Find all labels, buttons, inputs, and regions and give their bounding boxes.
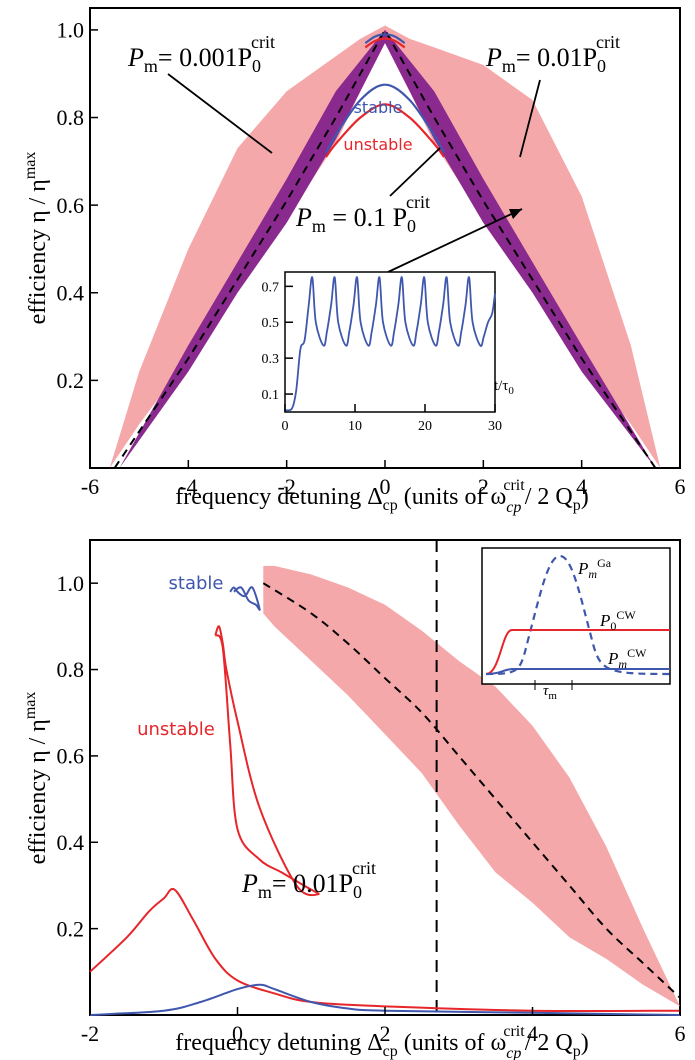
bottom-ytick-label: 0.8 (57, 657, 85, 682)
top-ytick-label: 0.4 (57, 280, 85, 305)
top-annotation-right-label: Pm= 0.01P0crit (485, 32, 620, 76)
top-xtick-label: -2 (278, 474, 296, 499)
top-ytick-label: 0.6 (57, 193, 85, 218)
top-y-axis-label: efficiency η / ηmax (22, 152, 51, 325)
top-xtick-label: 2 (478, 474, 489, 499)
top-annotation-right: Pm= 0.01P0crit (485, 32, 620, 158)
top-inset: 0 10 20 30 0.1 0.3 0.5 0.7 t/τ0 (262, 271, 514, 434)
bottom-label-stable: stable (169, 573, 224, 594)
bottom-label-unstable: unstable (137, 719, 215, 740)
top-annotation-left-label: Pm= 0.001P0crit (127, 32, 275, 76)
bottom-xtick-label: 0 (232, 1021, 243, 1046)
inset-legend-pmga: PmGa (577, 556, 612, 581)
inset-ytick-label: 0.3 (262, 352, 280, 367)
inset-layer (284, 276, 496, 412)
top-chart: -6 -4 -2 0 2 4 6 0.2 0.4 0.6 0.8 1.0 stable unstabl… (22, 7, 686, 516)
top-label-unstable: unstable (343, 135, 412, 154)
inset-xtick-label: 30 (488, 419, 502, 434)
stable-loop (229, 586, 261, 611)
inset-xtick-label: 20 (418, 419, 432, 434)
bottom-xtick-label: -2 (81, 1021, 99, 1046)
top-ytick-label: 0.2 (57, 368, 85, 393)
unstable-curve (325, 103, 445, 158)
top-ticks: -6 -4 -2 0 2 4 6 0.2 0.4 0.6 0.8 1.0 (57, 18, 686, 499)
top-x-axis-label: frequency detuning Δcp (units of ωcpcrit… (175, 477, 588, 516)
top-inset-frame (284, 271, 496, 413)
top-xtick-label: -4 (179, 474, 197, 499)
band-outer (109, 25, 661, 468)
bottom-annotation-label: Pm= 0.01P0crit (241, 858, 376, 902)
bottom-x-axis-label: frequency detuning Δcp (units of ωcpcrit… (175, 1023, 588, 1060)
top-annotation-left: Pm= 0.001P0crit (127, 32, 275, 154)
top-ytick-label: 0.8 (57, 105, 85, 130)
unstable-loop (214, 625, 320, 897)
inset-ytick-label: 0.5 (262, 316, 280, 331)
bottom-ytick-label: 0.4 (57, 830, 85, 855)
bottom-line-layer (89, 540, 681, 1016)
top-xtick-label: 6 (675, 474, 686, 499)
top-inset-arrowhead (509, 209, 522, 219)
top-annotation-right-arrow (519, 79, 541, 158)
bottom-ticks: -2 0 2 4 6 0.2 0.4 0.6 0.8 1.0 (57, 571, 686, 1046)
bottom-band-layer (263, 565, 680, 1007)
bottom-ytick-label: 0.2 (57, 916, 85, 941)
inset-ticks: 0 10 20 30 0.1 0.3 0.5 0.7 (262, 280, 503, 434)
top-inset-xlabel: t/τ0 (494, 378, 514, 397)
inset-p0cw-curve (485, 629, 670, 675)
bottom-chart: -2 0 2 4 6 0.2 0.4 0.6 0.8 1.0 stable unstable Pm… (22, 539, 686, 1060)
bottom-inset-frame (481, 547, 671, 685)
top-xtick-label: 4 (576, 474, 587, 499)
top-annotation-mid: Pm = 0.1 P0crit (295, 147, 523, 273)
stable-low-curve (89, 983, 681, 1016)
top-line-layer (113, 27, 657, 469)
bottom-band (263, 565, 680, 1007)
peak-unstable-curve (364, 37, 406, 49)
bottom-xtick-label: 6 (675, 1021, 686, 1046)
inset-time-trace (284, 276, 496, 412)
bottom-ytick-label: 1.0 (57, 571, 85, 596)
top-band-layer (109, 25, 661, 469)
bottom-xtick-label: 4 (527, 1021, 538, 1046)
top-annotation-mid-label: Pm = 0.1 P0crit (295, 192, 430, 236)
inset-ytick-label: 0.1 (262, 388, 280, 403)
inset-legend-pmcw: PmCW (607, 646, 647, 671)
unstable-low-curve (89, 887, 681, 1013)
bottom-xtick-label: 2 (380, 1021, 391, 1046)
stable-curve (325, 83, 445, 154)
top-xtick-label: 0 (380, 474, 391, 499)
inset-xtick-label: 0 (282, 419, 289, 434)
inset-ytick-label: 0.7 (262, 280, 280, 295)
top-label-stable: stable (354, 98, 403, 117)
top-annotation-left-arrow (167, 73, 273, 154)
bottom-optimum-dashed-line (262, 582, 681, 999)
top-annotation-mid-arrow (389, 147, 441, 197)
top-ytick-label: 1.0 (57, 18, 85, 43)
bottom-ytick-label: 0.6 (57, 744, 85, 769)
bottom-y-axis-label: efficiency η / ηmax (22, 692, 51, 865)
bottom-inset: PmGa P0CW PmCW τm (481, 547, 671, 702)
peak-stable-curve (364, 33, 406, 44)
top-inset-arrow (387, 208, 523, 273)
inset-xtick-label: 10 (348, 419, 362, 434)
inset-pmcw-curve (485, 668, 670, 675)
top-xtick-label: -6 (81, 474, 99, 499)
inset-legend-p0cw: P0CW (599, 608, 636, 633)
inset-tau-label: τm (543, 683, 557, 702)
